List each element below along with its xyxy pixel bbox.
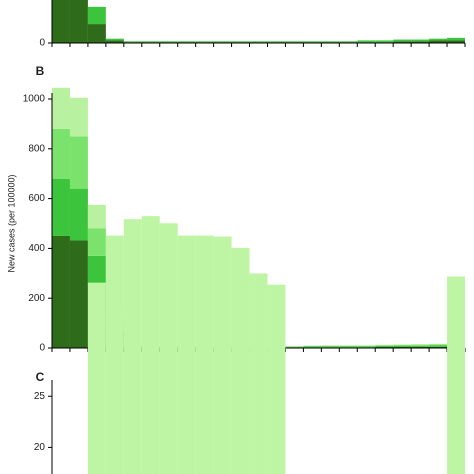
bar [213, 41, 232, 43]
bar [177, 235, 196, 474]
bar [105, 235, 124, 474]
bar [357, 40, 376, 43]
bar [69, 0, 88, 43]
bar [52, 0, 70, 43]
bar [231, 247, 250, 474]
bar [159, 41, 178, 43]
bar [159, 223, 178, 474]
bar [393, 41, 412, 43]
y-tick-label: 0 [39, 38, 45, 49]
bar [321, 41, 340, 43]
bar [87, 24, 106, 43]
bar [87, 282, 106, 474]
y-tick-label: 20 [34, 442, 46, 453]
y-tick-label: 600 [28, 193, 45, 204]
bar [411, 344, 430, 346]
bar [267, 284, 286, 474]
bar [105, 38, 124, 41]
bar [52, 87, 70, 129]
bar [123, 41, 142, 43]
bar [411, 346, 430, 348]
bar [393, 346, 412, 348]
bar [429, 40, 448, 43]
y-tick-label: 1000 [23, 94, 46, 105]
y-tick-label: 200 [28, 293, 45, 304]
bar [321, 345, 340, 347]
bar [411, 41, 430, 43]
bar [249, 273, 268, 474]
bar [375, 40, 394, 43]
bar [52, 128, 70, 179]
y-tick-label: 25 [34, 391, 46, 402]
bar [69, 97, 88, 137]
bar [447, 37, 465, 41]
panel-label: C [36, 370, 45, 384]
bar [69, 240, 88, 348]
bar [69, 188, 88, 241]
bar [69, 136, 88, 189]
bar [87, 228, 106, 256]
bar [87, 255, 106, 287]
plot [52, 0, 465, 43]
bar [213, 236, 232, 474]
bar [411, 344, 430, 345]
bar [339, 346, 358, 348]
bar [429, 345, 448, 347]
bar [411, 345, 430, 347]
bar [285, 41, 304, 43]
y-tick-label: 800 [28, 143, 45, 154]
bar [303, 346, 322, 348]
bar [393, 345, 412, 347]
panel-label: B [36, 64, 45, 78]
bar [52, 178, 70, 236]
bar [321, 346, 340, 348]
bar [375, 345, 394, 347]
bar [375, 346, 394, 348]
y-axis-label: New cases (per 100000) [6, 174, 16, 272]
y-tick-label: 400 [28, 243, 45, 254]
bar [249, 41, 268, 43]
bar [357, 346, 376, 348]
bar [141, 216, 160, 474]
bar [267, 41, 286, 43]
bar [123, 219, 142, 474]
bar [357, 345, 376, 347]
bar [87, 204, 106, 229]
plot [87, 216, 465, 474]
bar [411, 39, 430, 42]
bar [447, 276, 465, 474]
bar [303, 41, 322, 43]
bar [429, 38, 448, 41]
bar [429, 346, 448, 348]
bar [87, 6, 106, 25]
bar [105, 40, 124, 43]
bar [429, 343, 448, 345]
bar [393, 39, 412, 42]
bar [447, 40, 465, 43]
bar [339, 41, 358, 43]
y-tick-label: 0 [39, 343, 45, 354]
bar [52, 235, 70, 348]
bar [195, 235, 214, 474]
bar [195, 41, 214, 43]
bar [429, 344, 448, 346]
bar [177, 41, 196, 43]
bar [231, 41, 250, 43]
bar [339, 345, 358, 347]
bar [141, 41, 160, 43]
